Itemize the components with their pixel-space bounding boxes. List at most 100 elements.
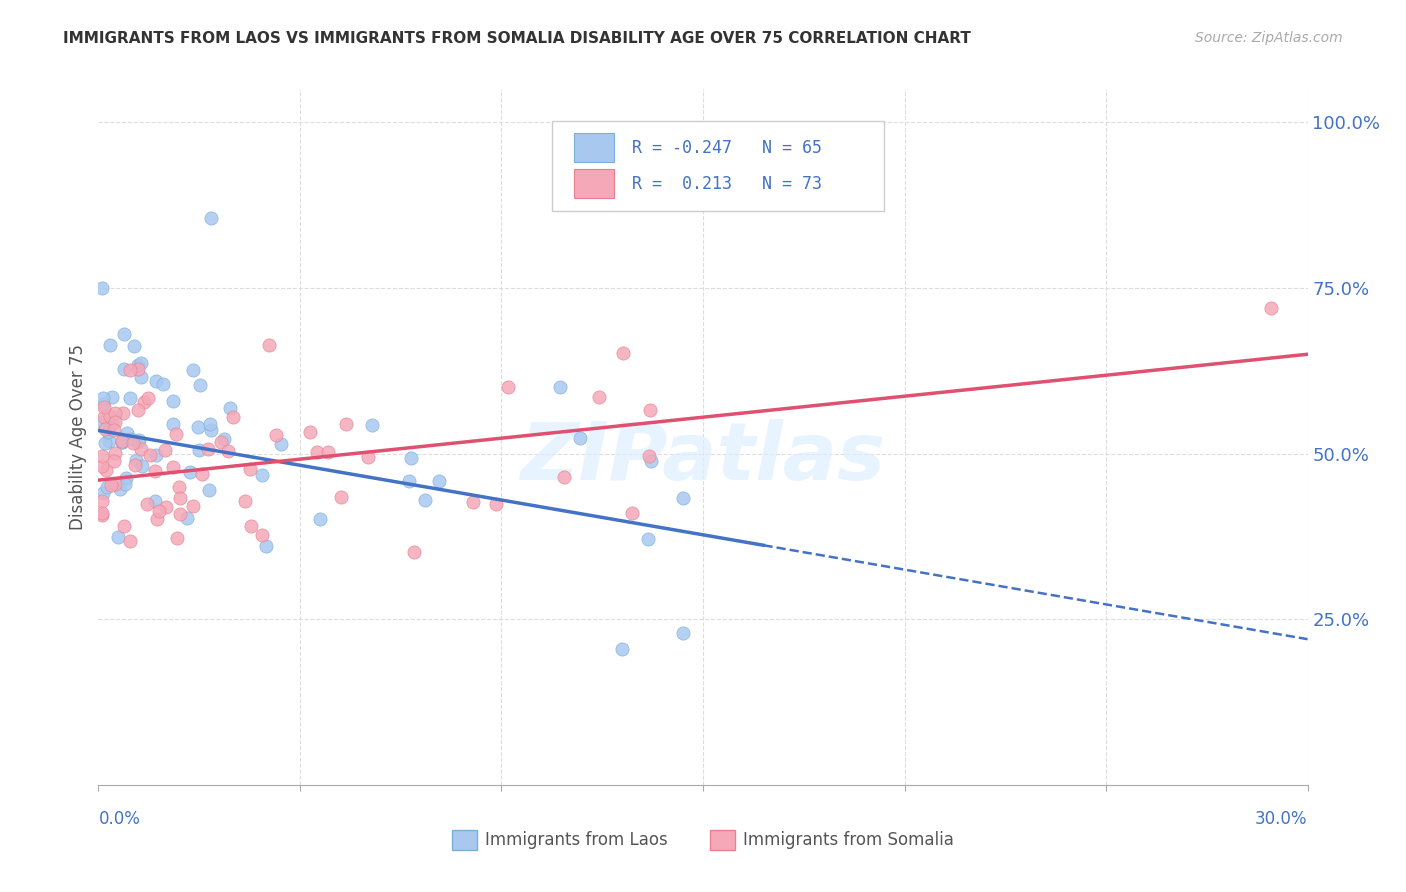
- Point: [91, 281, 114, 295]
- Point: [132, 395, 155, 409]
- Point: [496, 380, 519, 394]
- Point: [167, 481, 190, 495]
- Point: [640, 453, 662, 467]
- Point: [103, 454, 125, 468]
- Y-axis label: Disability Age Over 75: Disability Age Over 75: [69, 344, 87, 530]
- Text: ZIPatlas: ZIPatlas: [520, 419, 886, 497]
- Point: [129, 355, 152, 369]
- Point: [104, 415, 127, 429]
- Point: [91, 508, 114, 523]
- Point: [179, 465, 201, 479]
- Point: [98, 434, 121, 449]
- Point: [111, 406, 134, 420]
- Text: IMMIGRANTS FROM LAOS VS IMMIGRANTS FROM SOMALIA DISABILITY AGE OVER 75 CORRELATI: IMMIGRANTS FROM LAOS VS IMMIGRANTS FROM …: [63, 31, 972, 46]
- Point: [101, 416, 124, 430]
- Point: [136, 391, 159, 405]
- Point: [191, 467, 214, 481]
- Point: [316, 445, 339, 459]
- Point: [104, 477, 127, 491]
- Point: [588, 391, 610, 405]
- Point: [200, 423, 222, 437]
- Point: [672, 625, 695, 640]
- Point: [169, 508, 191, 522]
- Point: [91, 391, 114, 405]
- Point: [93, 397, 115, 411]
- Point: [250, 528, 273, 542]
- Point: [127, 403, 149, 417]
- Point: [335, 417, 357, 431]
- Point: [165, 427, 187, 442]
- Point: [100, 338, 122, 352]
- Point: [131, 459, 153, 474]
- Point: [361, 417, 384, 432]
- Point: [120, 433, 142, 447]
- Point: [612, 642, 634, 657]
- Point: [188, 442, 211, 457]
- Point: [638, 403, 661, 417]
- Point: [115, 425, 138, 440]
- Point: [672, 491, 695, 505]
- Point: [621, 506, 644, 520]
- Point: [187, 420, 209, 434]
- Point: [121, 435, 143, 450]
- Point: [198, 483, 221, 497]
- Point: [111, 434, 134, 449]
- Point: [219, 401, 242, 416]
- Point: [152, 377, 174, 392]
- Point: [101, 390, 124, 404]
- Point: [264, 427, 287, 442]
- Legend: Immigrants from Laos, Immigrants from Somalia: Immigrants from Laos, Immigrants from So…: [446, 823, 960, 856]
- Point: [188, 378, 211, 392]
- Point: [145, 374, 167, 388]
- Point: [104, 405, 127, 419]
- Point: [129, 369, 152, 384]
- Point: [330, 490, 353, 504]
- Point: [112, 519, 135, 533]
- Point: [309, 512, 332, 526]
- Point: [1260, 301, 1282, 315]
- Point: [91, 494, 114, 508]
- Text: 0.0%: 0.0%: [98, 810, 141, 828]
- Text: 30.0%: 30.0%: [1256, 810, 1308, 828]
- Point: [111, 434, 134, 449]
- Point: [198, 417, 221, 431]
- Point: [107, 530, 129, 544]
- Point: [148, 504, 170, 518]
- Point: [222, 410, 245, 425]
- Point: [91, 486, 114, 500]
- Text: R =  0.213   N = 73: R = 0.213 N = 73: [631, 175, 821, 193]
- Point: [181, 363, 204, 377]
- Point: [114, 476, 136, 491]
- Point: [127, 434, 149, 449]
- Point: [96, 463, 118, 477]
- Point: [93, 400, 115, 414]
- Point: [94, 435, 117, 450]
- Point: [120, 533, 142, 548]
- Point: [127, 362, 149, 376]
- Point: [176, 510, 198, 524]
- Point: [257, 338, 280, 352]
- Point: [181, 499, 204, 513]
- Point: [637, 450, 659, 464]
- Text: Source: ZipAtlas.com: Source: ZipAtlas.com: [1195, 31, 1343, 45]
- Text: R = -0.247   N = 65: R = -0.247 N = 65: [631, 138, 821, 157]
- Point: [427, 475, 450, 489]
- Point: [399, 450, 422, 465]
- Point: [162, 460, 184, 475]
- Point: [550, 380, 572, 394]
- Point: [357, 450, 380, 464]
- Point: [398, 475, 420, 489]
- Point: [233, 493, 256, 508]
- Point: [124, 458, 146, 472]
- Point: [91, 507, 114, 521]
- Point: [93, 422, 115, 436]
- Bar: [551, 120, 884, 211]
- Point: [155, 500, 177, 514]
- Point: [112, 327, 135, 342]
- Point: [254, 539, 277, 553]
- Point: [103, 424, 125, 438]
- Point: [122, 339, 145, 353]
- Point: [250, 468, 273, 483]
- Point: [240, 519, 263, 533]
- Point: [114, 470, 136, 484]
